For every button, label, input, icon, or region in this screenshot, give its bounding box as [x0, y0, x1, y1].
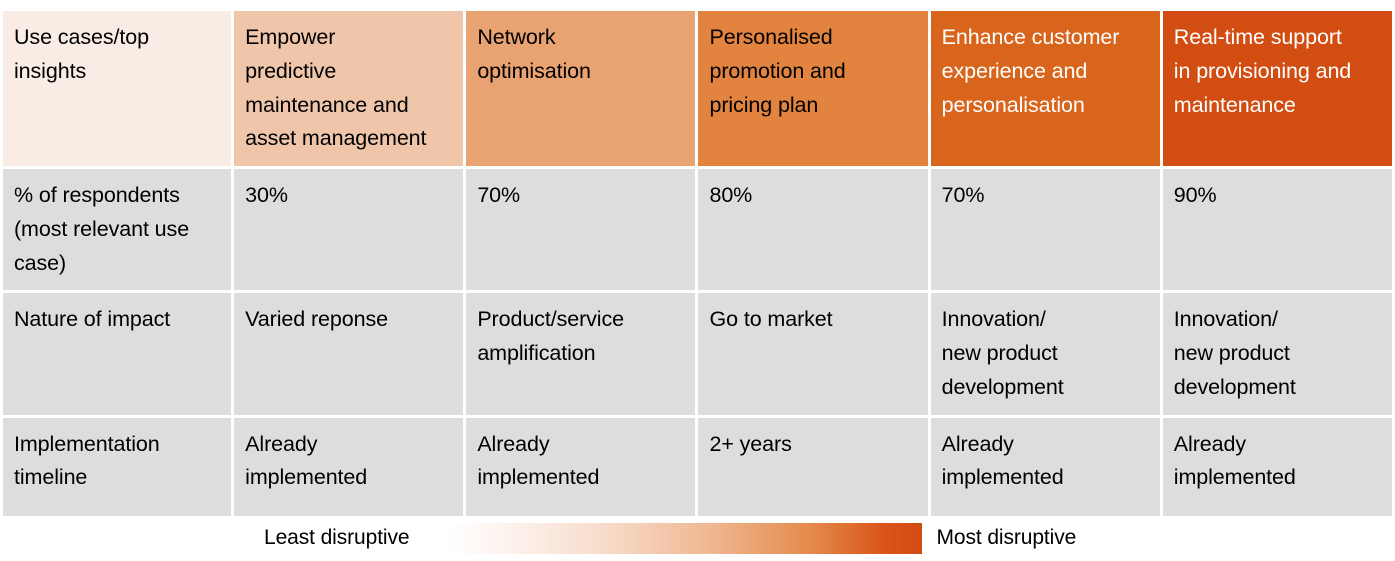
use-case-matrix-table: Use cases/top insights Empower predictiv…	[0, 8, 1395, 519]
cell-value: Go to market	[709, 307, 833, 332]
header-label: Enhance customer experience and personal…	[941, 25, 1120, 117]
cell-value: 2+ years	[709, 431, 792, 456]
cell-value: Already implemented	[1173, 431, 1296, 490]
table-cell: Already implemented	[234, 417, 464, 516]
cell-value: 70%	[477, 183, 521, 207]
header-label: Use cases/top insights	[14, 25, 149, 83]
legend-least-disruptive-label: Least disruptive	[264, 526, 410, 549]
table-cell: Already implemented	[1162, 417, 1392, 516]
cell-value: Product/service amplification	[477, 307, 624, 365]
table-header-row: Use cases/top insights Empower predictiv…	[3, 11, 1392, 166]
header-label: Empower predictive maintenance and asset…	[245, 25, 427, 151]
header-label: Network optimisation	[477, 25, 591, 83]
row-label-respondents: % of respondents (most relevant use case…	[3, 169, 232, 291]
table-cell: 30%	[234, 169, 464, 291]
header-cell-empower-predictive-maintenance: Empower predictive maintenance and asset…	[234, 11, 464, 166]
table-cell: Already implemented	[466, 417, 696, 516]
header-label: Personalised promotion and pricing plan	[709, 25, 846, 117]
cell-value: 30%	[245, 183, 288, 207]
cell-value: Innovation/ new product development	[1173, 307, 1296, 399]
cell-value: 70%	[941, 183, 985, 207]
table-cell: Go to market	[698, 293, 928, 415]
header-cell-enhance-customer-experience: Enhance customer experience and personal…	[930, 11, 1160, 166]
table-cell: Innovation/ new product development	[1162, 293, 1392, 415]
header-label: Real-time support in provisioning and ma…	[1173, 25, 1352, 117]
legend-gradient-bar	[449, 522, 923, 554]
table-row: Implementation timeline Already implemen…	[3, 417, 1392, 516]
cell-value: Already implemented	[245, 431, 368, 490]
row-label-nature-of-impact: Nature of impact	[3, 293, 232, 415]
table-cell: 70%	[930, 169, 1160, 291]
cell-value: Already implemented	[477, 431, 600, 490]
table-cell: 70%	[466, 169, 696, 291]
header-cell-use-cases: Use cases/top insights	[3, 11, 232, 166]
table-cell: 2+ years	[698, 417, 928, 516]
table-cell: Product/service amplification	[466, 293, 696, 415]
table-cell: Already implemented	[930, 417, 1160, 516]
cell-value: Innovation/ new product development	[941, 307, 1064, 399]
legend-most-disruptive-label: Most disruptive	[936, 526, 1077, 549]
header-cell-network-optimisation: Network optimisation	[466, 11, 696, 166]
row-label-implementation-timeline: Implementation timeline	[3, 417, 232, 516]
disruption-legend: Least disruptive Most disruptive	[0, 515, 1395, 561]
row-label: % of respondents (most relevant use case…	[14, 183, 190, 275]
header-cell-real-time-support: Real-time support in provisioning and ma…	[1162, 11, 1392, 166]
table-cell: 90%	[1162, 169, 1392, 291]
table-cell: Varied reponse	[234, 293, 464, 415]
cell-value: 80%	[709, 183, 753, 207]
cell-value: Varied reponse	[245, 307, 388, 332]
table-row: % of respondents (most relevant use case…	[3, 169, 1392, 291]
header-cell-personalised-promotion: Personalised promotion and pricing plan	[698, 11, 928, 166]
row-label: Implementation timeline	[14, 431, 160, 490]
cell-value: 90%	[1173, 183, 1217, 207]
row-label: Nature of impact	[14, 307, 171, 332]
table-row: Nature of impact Varied reponse Product/…	[3, 293, 1392, 415]
table-cell: Innovation/ new product development	[930, 293, 1160, 415]
cell-value: Already implemented	[941, 431, 1064, 490]
table-cell: 80%	[698, 169, 928, 291]
